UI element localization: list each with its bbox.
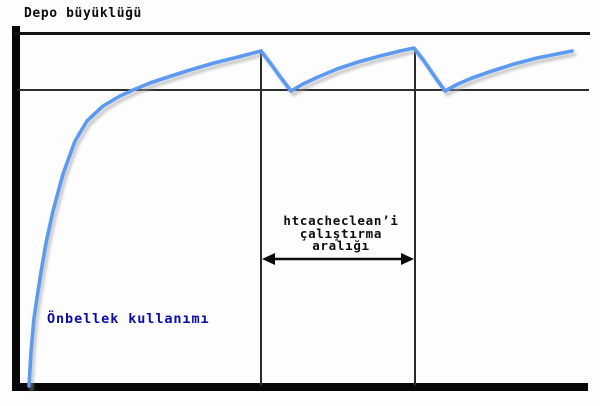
cache-usage-label: Önbellek kullanımı — [47, 311, 210, 327]
y-axis — [12, 26, 20, 391]
cleanrun-marker-1 — [260, 51, 262, 386]
cleanrun-marker-2 — [414, 48, 416, 386]
x-axis — [12, 383, 588, 391]
interval-arrow-right-head — [401, 253, 414, 265]
cache-usage-curve — [27, 46, 574, 388]
interval-label-line2: çalıştırma — [299, 225, 383, 241]
interval-label: htcacheclean’i çalıştırma aralığı — [256, 213, 426, 253]
storage-limit-line — [14, 32, 590, 35]
interval-label-line3: aralığı — [312, 238, 370, 253]
interval-label-line1: htcacheclean’i — [283, 213, 399, 228]
chart-title: Depo büyüklüğü — [24, 6, 142, 21]
interval-arrow-left-head — [262, 253, 275, 265]
interval-arrow — [262, 253, 414, 265]
